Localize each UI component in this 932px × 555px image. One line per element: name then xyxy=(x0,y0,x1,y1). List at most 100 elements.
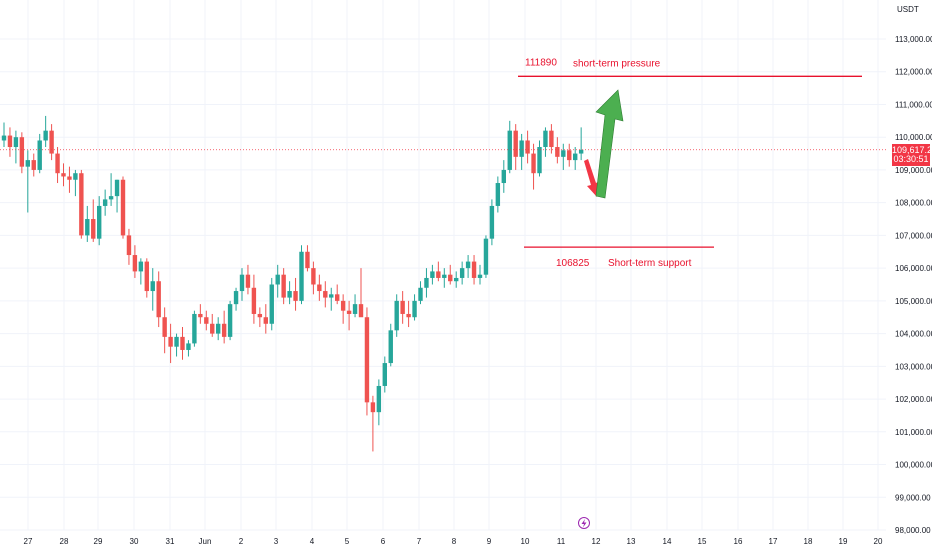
y-tick-label: 98,000.00 xyxy=(895,526,931,535)
candle-body xyxy=(102,199,108,206)
lightning-icon xyxy=(578,517,590,529)
candle-body xyxy=(156,281,161,318)
lightning-icon-circle xyxy=(578,517,590,529)
candle-body xyxy=(465,261,471,269)
candle-body xyxy=(192,313,197,344)
candle-body xyxy=(555,147,560,157)
candle-body xyxy=(239,274,245,292)
candle-body xyxy=(340,300,346,311)
y-tick-label: 101,000.00 xyxy=(895,428,932,437)
y-tick-label: 110,000.00 xyxy=(895,133,932,142)
candle-body xyxy=(25,160,30,167)
candle-body xyxy=(19,137,25,167)
candle-body xyxy=(49,130,54,154)
candle-body xyxy=(501,169,506,184)
candle-body xyxy=(477,274,483,278)
y-tick-label: 108,000.00 xyxy=(895,199,932,208)
candle-body xyxy=(168,336,173,347)
candle-body xyxy=(251,287,257,314)
y-tick-label: 103,000.00 xyxy=(895,362,932,371)
x-tick-label: 4 xyxy=(310,537,315,546)
annotations: 111890 short-term pressure 106825 Short-ter… xyxy=(518,57,862,269)
candle-body xyxy=(352,304,358,314)
y-tick-label: 106,000.00 xyxy=(895,264,932,273)
x-tick-label: Jun xyxy=(199,537,212,546)
x-tick-label: 5 xyxy=(345,537,350,546)
candle-body xyxy=(227,304,233,337)
candle-body xyxy=(13,137,19,148)
candle-body xyxy=(37,140,42,170)
candle-body xyxy=(412,300,417,318)
x-tick-label: 8 xyxy=(452,537,457,546)
candle-body xyxy=(31,160,36,170)
candle-body xyxy=(210,323,215,334)
candle-body xyxy=(311,268,316,285)
lightning-icon-bolt xyxy=(581,519,587,528)
candle-body xyxy=(108,196,114,200)
candle-body xyxy=(418,287,423,301)
x-tick-label: 6 xyxy=(381,537,386,546)
candles xyxy=(1,115,584,452)
candle-body xyxy=(430,271,435,278)
x-tick-label: 20 xyxy=(874,537,883,546)
candle-body xyxy=(519,140,524,157)
x-tick-label: 17 xyxy=(769,537,778,546)
candle-body xyxy=(233,291,239,305)
y-tick-label: 105,000.00 xyxy=(895,297,932,306)
candle-body xyxy=(263,317,268,324)
candle-body xyxy=(317,284,322,292)
currency-label: USDT xyxy=(897,5,919,14)
x-tick-label: 15 xyxy=(698,537,707,546)
candle-body xyxy=(299,251,304,301)
candle-body xyxy=(578,149,584,154)
candle-body xyxy=(85,219,90,236)
x-tick-label: 27 xyxy=(24,537,33,546)
candle-body xyxy=(573,153,578,161)
x-tick-label: 9 xyxy=(487,537,492,546)
candle-body xyxy=(323,291,328,298)
grid-lines xyxy=(0,0,886,531)
candle-body xyxy=(513,130,518,157)
x-tick-label: 28 xyxy=(60,537,69,546)
x-tick-label: 2 xyxy=(239,537,244,546)
candle-body xyxy=(364,317,370,403)
x-tick-label: 18 xyxy=(804,537,813,546)
down-arrow-icon xyxy=(584,159,600,197)
y-tick-label: 111,000.00 xyxy=(895,100,932,109)
candle-body xyxy=(144,261,149,292)
y-tick-label: 104,000.00 xyxy=(895,330,932,339)
candle-body xyxy=(531,153,536,174)
candle-body xyxy=(150,281,155,292)
y-tick-label: 102,000.00 xyxy=(895,395,932,404)
candle-body xyxy=(114,179,120,197)
candle-body xyxy=(43,130,48,141)
candle-body xyxy=(198,313,203,318)
candle-body xyxy=(245,274,251,288)
candle-body xyxy=(216,323,221,334)
candle-body xyxy=(376,385,382,413)
y-tick-label: 112,000.00 xyxy=(895,68,932,77)
candle-body xyxy=(459,268,465,278)
candle-body xyxy=(561,150,566,157)
countdown-timer: 03:30:51 xyxy=(893,154,929,164)
candle-body xyxy=(537,147,542,174)
candle-body xyxy=(61,173,66,177)
x-tick-label: 19 xyxy=(839,537,848,546)
resistance-label: short-term pressure xyxy=(573,58,661,69)
candle-body xyxy=(204,317,209,324)
candle-body xyxy=(442,274,447,278)
x-axis: 27 28 29 30 31 Jun 2 3 4 5 6 7 8 9 10 11 12 13 14 15 16 17 18 1… xyxy=(24,537,883,546)
candle-body xyxy=(257,313,263,318)
x-tick-label: 10 xyxy=(521,537,530,546)
candle-body xyxy=(454,277,459,282)
candle-body xyxy=(382,363,387,386)
candle-body xyxy=(424,277,429,288)
up-arrow-icon xyxy=(595,89,624,199)
resistance-value: 111890 xyxy=(525,57,557,68)
candle-body xyxy=(394,300,399,331)
x-tick-label: 11 xyxy=(557,537,566,546)
candle-body xyxy=(543,130,548,148)
x-tick-label: 16 xyxy=(734,537,743,546)
